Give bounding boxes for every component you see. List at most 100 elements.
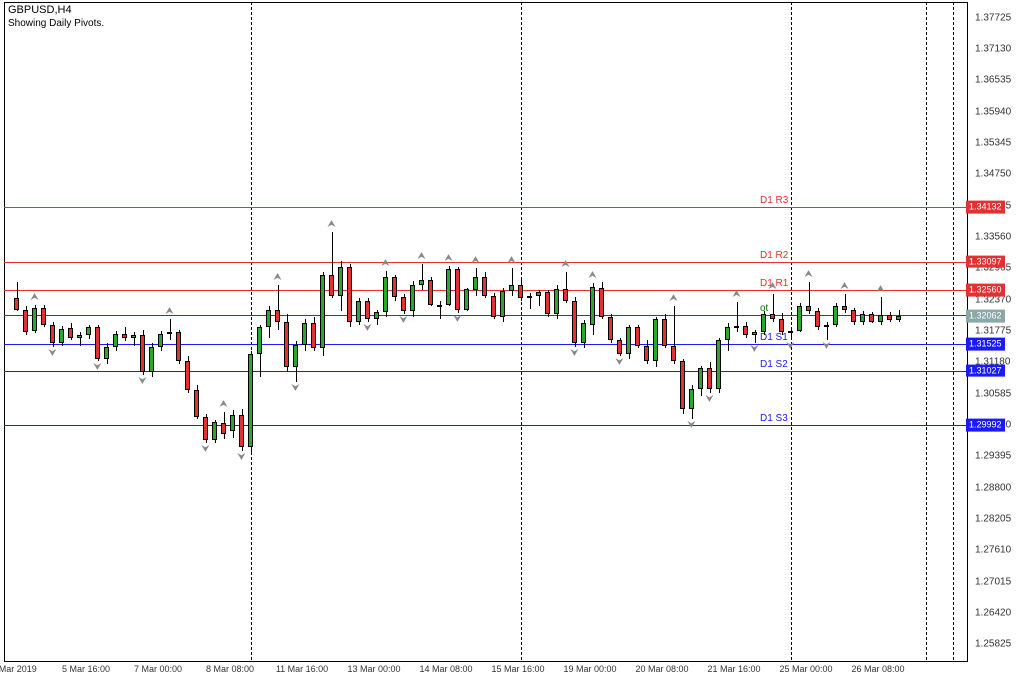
candle-body[interactable] xyxy=(248,354,253,447)
candle-body[interactable] xyxy=(68,328,73,338)
candle-body[interactable] xyxy=(59,329,64,343)
candle-body[interactable] xyxy=(140,335,145,372)
candle-body[interactable] xyxy=(212,422,217,440)
candle-body[interactable] xyxy=(23,310,28,333)
candle-body[interactable] xyxy=(707,368,712,389)
candle-body[interactable] xyxy=(671,346,676,362)
candle-body[interactable] xyxy=(383,277,388,312)
candle-body[interactable] xyxy=(545,292,550,314)
candle-body[interactable] xyxy=(356,301,361,322)
candle-body[interactable] xyxy=(14,298,19,310)
candle-body[interactable] xyxy=(662,319,667,345)
candle-body[interactable] xyxy=(770,314,775,319)
candle-body[interactable] xyxy=(257,327,262,353)
candle-body[interactable] xyxy=(518,285,523,298)
candle-body[interactable] xyxy=(374,312,379,319)
candle-body[interactable] xyxy=(878,315,883,322)
candle-body[interactable] xyxy=(590,287,595,325)
candle-body[interactable] xyxy=(653,319,658,361)
candle-body[interactable] xyxy=(185,361,190,390)
candle-body[interactable] xyxy=(446,269,451,304)
candle-body[interactable] xyxy=(275,310,280,322)
candle-body[interactable] xyxy=(527,296,532,299)
candle-body[interactable] xyxy=(743,326,748,335)
candle-body[interactable] xyxy=(338,267,343,296)
candle-body[interactable] xyxy=(284,322,289,367)
candle-body[interactable] xyxy=(788,331,793,333)
candle-body[interactable] xyxy=(797,306,802,331)
candle-body[interactable] xyxy=(824,325,829,328)
candle-body[interactable] xyxy=(860,314,865,322)
candle-body[interactable] xyxy=(77,335,82,338)
candle-body[interactable] xyxy=(203,417,208,441)
candle-body[interactable] xyxy=(626,327,631,353)
candle-body[interactable] xyxy=(815,311,820,327)
candle-body[interactable] xyxy=(230,415,235,431)
candle-body[interactable] xyxy=(869,314,874,322)
candle-body[interactable] xyxy=(464,289,469,310)
candle-body[interactable] xyxy=(50,325,55,343)
candle-body[interactable] xyxy=(581,323,586,342)
candle-body[interactable] xyxy=(347,267,352,322)
candle-body[interactable] xyxy=(734,326,739,328)
candle-body[interactable] xyxy=(563,289,568,301)
candle-body[interactable] xyxy=(95,327,100,359)
chart-container[interactable]: GBPUSD,H4 Showing Daily Pivots. 1.258251… xyxy=(0,0,1024,683)
candle-body[interactable] xyxy=(437,305,442,307)
candle-body[interactable] xyxy=(221,423,226,434)
candle-body[interactable] xyxy=(176,332,181,361)
candle-body[interactable] xyxy=(167,332,172,334)
candle-body[interactable] xyxy=(320,275,325,349)
candle-body[interactable] xyxy=(842,306,847,310)
candle-body[interactable] xyxy=(104,347,109,359)
candle-body[interactable] xyxy=(599,288,604,317)
candle-body[interactable] xyxy=(401,297,406,311)
candle-body[interactable] xyxy=(752,332,757,335)
candle-body[interactable] xyxy=(158,334,163,347)
candle-body[interactable] xyxy=(644,346,649,362)
candle-body[interactable] xyxy=(149,347,154,372)
candle-body[interactable] xyxy=(266,310,271,327)
candle-body[interactable] xyxy=(455,269,460,310)
candle-body[interactable] xyxy=(617,340,622,353)
candle-body[interactable] xyxy=(509,285,514,291)
candle-body[interactable] xyxy=(887,315,892,320)
candle-body[interactable] xyxy=(113,334,118,347)
candle-body[interactable] xyxy=(329,275,334,296)
candle-body[interactable] xyxy=(536,292,541,296)
candle-body[interactable] xyxy=(680,361,685,408)
candle-body[interactable] xyxy=(392,277,397,297)
candle-body[interactable] xyxy=(500,291,505,316)
candle-body[interactable] xyxy=(428,280,433,305)
candle-body[interactable] xyxy=(716,340,721,388)
candle-body[interactable] xyxy=(806,306,811,311)
candle-body[interactable] xyxy=(293,345,298,367)
candle-body[interactable] xyxy=(239,415,244,447)
candle-body[interactable] xyxy=(419,280,424,285)
candle-body[interactable] xyxy=(491,296,496,317)
plot-area[interactable] xyxy=(4,2,968,662)
candle-body[interactable] xyxy=(851,310,856,322)
candle-body[interactable] xyxy=(122,334,127,338)
candle-body[interactable] xyxy=(32,308,37,331)
candle-body[interactable] xyxy=(635,327,640,345)
candle-body[interactable] xyxy=(698,368,703,389)
candle-body[interactable] xyxy=(833,306,838,324)
candle-body[interactable] xyxy=(365,301,370,319)
candle-body[interactable] xyxy=(410,285,415,311)
candle-body[interactable] xyxy=(41,308,46,325)
candle-body[interactable] xyxy=(473,277,478,290)
candle-body[interactable] xyxy=(131,335,136,338)
candle-body[interactable] xyxy=(779,319,784,332)
candle-body[interactable] xyxy=(896,316,901,320)
candle-body[interactable] xyxy=(608,317,613,341)
candle-body[interactable] xyxy=(302,323,307,344)
candle-body[interactable] xyxy=(725,327,730,340)
candle-body[interactable] xyxy=(689,389,694,409)
candle-body[interactable] xyxy=(761,314,766,332)
candle-body[interactable] xyxy=(482,277,487,295)
candle-body[interactable] xyxy=(86,327,91,335)
candle-body[interactable] xyxy=(194,390,199,416)
candle-body[interactable] xyxy=(311,323,316,348)
candle-body[interactable] xyxy=(572,301,577,343)
